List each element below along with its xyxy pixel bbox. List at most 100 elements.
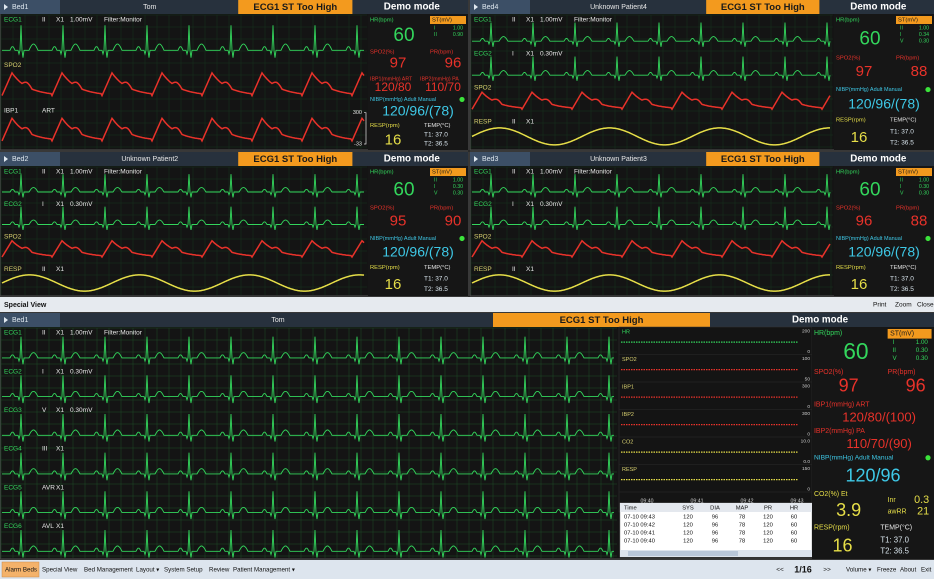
wave-label: ECG2 [4, 201, 22, 208]
taskbar [0, 560, 934, 579]
co2-label: CO2(%) Et [814, 491, 848, 498]
st-value: 1.00 [453, 177, 463, 183]
taskbar-button[interactable]: Bed Management [84, 567, 133, 574]
trend-scale: 200 [802, 328, 810, 334]
wave-info: X1 [56, 523, 64, 530]
taskbar-button[interactable]: Exit [921, 567, 932, 574]
waveform [1, 274, 365, 292]
waveform [1, 116, 365, 143]
table-header-bg [620, 503, 812, 512]
wave-info: III [42, 446, 48, 453]
st-lead: V [893, 355, 898, 362]
resp-value: 16 [385, 276, 402, 293]
st-value: 0.30 [919, 38, 929, 44]
special-view-button[interactable]: Zoom [895, 302, 912, 309]
trend-scale: 150 [802, 466, 810, 472]
taskbar-button[interactable]: About [900, 567, 916, 574]
taskbar-button[interactable]: Layout ▾ [136, 567, 159, 574]
wave-info: X1 [56, 330, 64, 337]
nibp-indicator [925, 455, 931, 461]
wave-label: ECG6 [4, 523, 22, 530]
ibp-value: 110/70 [425, 80, 461, 94]
nibp-label: NIBP(mmHg) Adult Manual [370, 236, 436, 242]
resp-label: RESP(rpm) [370, 265, 400, 271]
hr-label: HR(bpm) [814, 330, 842, 337]
wave-info: II [512, 17, 516, 24]
trend-time: 09:41 [691, 498, 704, 504]
table-header: Time [624, 506, 637, 512]
temp-t2: T2: 36.5 [890, 286, 914, 293]
st-value: 0.30 [916, 347, 929, 354]
special-view-button[interactable]: Close [917, 302, 934, 309]
taskbar-button[interactable]: Review [209, 567, 230, 574]
wave-info: X1 [56, 446, 64, 453]
spo2-label: SPO2(%) [836, 55, 861, 61]
pr-value: 96 [445, 54, 462, 71]
waveform [2, 491, 614, 520]
pr-value: 88 [911, 63, 928, 80]
nibp-value: 120/96/(78) [848, 244, 920, 260]
wave-info: 0.30mV [70, 407, 93, 414]
trend-scale: 0 [807, 431, 810, 437]
wave-info: II [42, 330, 46, 337]
taskbar-button[interactable]: Freeze [877, 567, 897, 574]
nibp-value: 120/96/(78) [848, 95, 920, 111]
resp-label: RESP(rpm) [814, 525, 850, 532]
hr-label: HR(bpm) [370, 18, 394, 24]
taskbar-button[interactable]: Special View [42, 567, 78, 574]
resp-label: RESP(rpm) [836, 117, 866, 123]
st-lead: I [900, 32, 901, 38]
wave-label: ECG1 [474, 169, 492, 176]
wave-info: X1 [56, 484, 64, 491]
waveform [472, 56, 831, 81]
resp-value: 16 [385, 131, 402, 148]
wave-label: SPO2 [474, 85, 492, 92]
trend-time: 09:43 [791, 498, 804, 504]
wave-info: X1 [526, 17, 534, 24]
wave-info: I [512, 201, 514, 208]
special-view-bar [0, 297, 934, 312]
wave-info: X1 [56, 201, 64, 208]
nibp-value: 120/96/(78) [382, 103, 454, 119]
taskbar-button[interactable]: Patient Management ▾ [233, 567, 295, 574]
header-icon [4, 317, 8, 323]
waveform [2, 25, 364, 58]
patient-name: Unknown Patient2 [121, 156, 178, 163]
pr-label: PR(bpm) [896, 206, 919, 212]
taskbar-button[interactable]: Volume ▾ [846, 567, 871, 574]
table-cell: 78 [739, 531, 745, 537]
alarm-text: ECG1 ST Too High [253, 154, 337, 165]
wave-label: RESP [474, 266, 492, 273]
wave-info: ART [42, 107, 55, 114]
table-cell: 120 [763, 531, 773, 537]
hr-label: HR(bpm) [836, 18, 860, 24]
wave-label: ECG3 [4, 407, 22, 414]
page-nav[interactable]: << [776, 567, 784, 574]
st-lead: V [900, 190, 904, 196]
wave-info: X1 [526, 201, 534, 208]
trend-time: 09:42 [741, 498, 754, 504]
co2-row-label: awRR [888, 509, 907, 516]
pr-value: 90 [445, 213, 462, 230]
hr-value: 60 [393, 179, 414, 200]
nibp-label: NIBP(mmHg) Adult Manual [836, 236, 902, 242]
pr-label: PR(bpm) [430, 50, 453, 56]
bed-name: Bed4 [482, 4, 498, 11]
taskbar-button[interactable]: System Setup [164, 567, 203, 574]
trend-label: SPO2 [622, 357, 637, 363]
spo2-label: SPO2(%) [370, 206, 395, 212]
ibp-label: IBP2(mmHg) PA [814, 428, 865, 435]
demo-mode: Demo mode [384, 2, 441, 13]
wave-info: 1.00mV [70, 17, 93, 24]
st-value: 0.30 [919, 184, 929, 190]
spo2-value: 97 [856, 63, 873, 80]
special-view-button[interactable]: Print [873, 302, 887, 309]
wave-info: X1 [526, 119, 534, 126]
pr-label: PR(bpm) [430, 206, 453, 212]
taskbar-button[interactable]: Alarm Beds [5, 567, 37, 574]
nibp-value: 120/96/(78) [382, 244, 454, 260]
waveform [472, 174, 831, 198]
table-cell: 96 [712, 515, 718, 521]
page-nav[interactable]: >> [823, 567, 831, 574]
alarm-text: ECG1 ST Too High [253, 2, 337, 13]
